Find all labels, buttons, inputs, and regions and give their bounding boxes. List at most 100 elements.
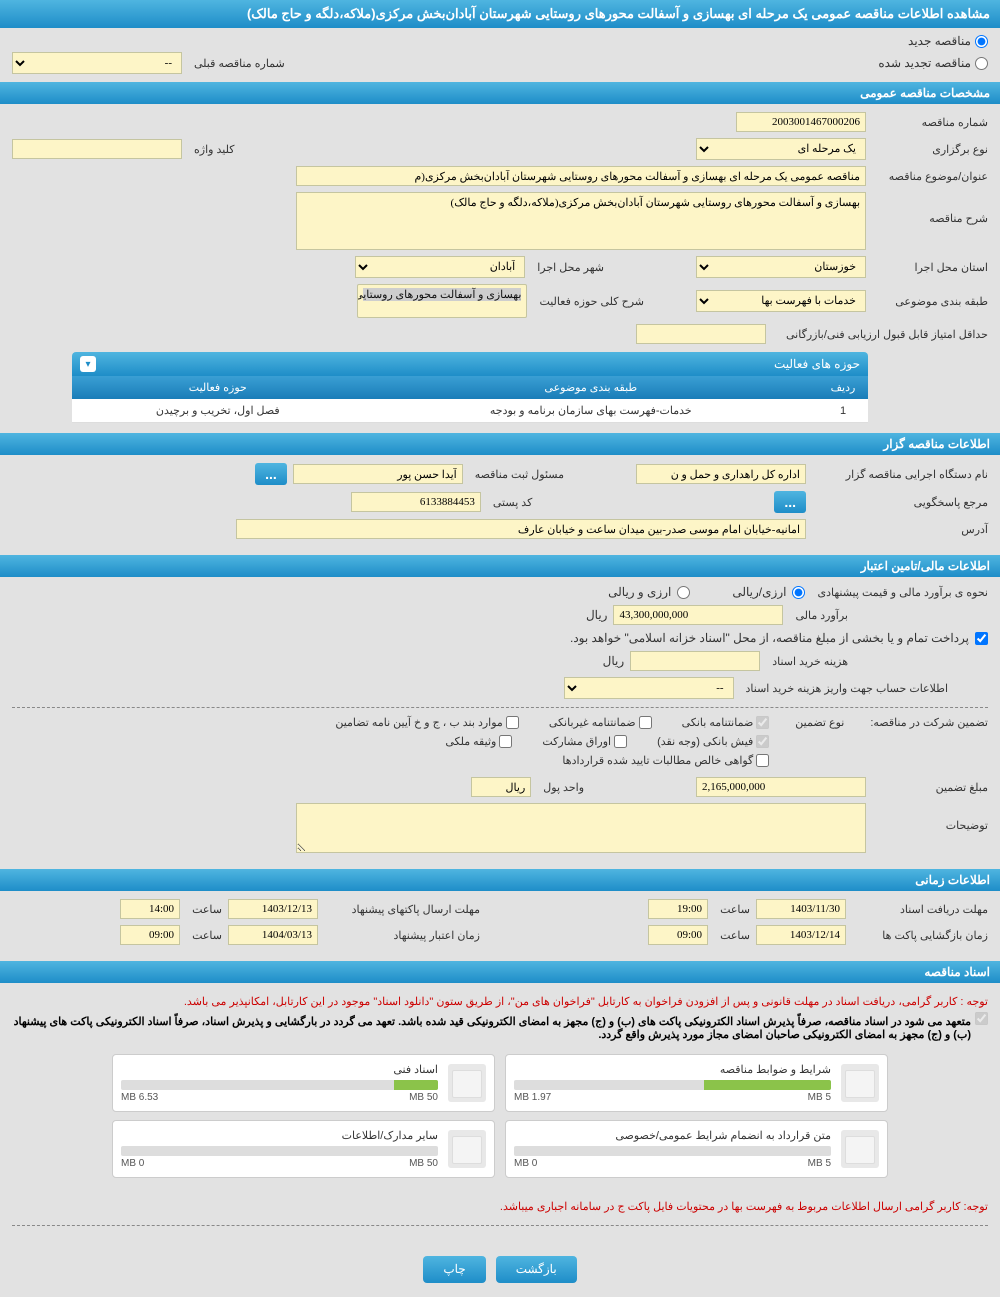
folder-icon (448, 1064, 486, 1102)
reference-label: مرجع پاسخگویی (818, 496, 988, 509)
doc-card[interactable]: سایر مدارک/اطلاعات 50 MB0 MB (112, 1120, 495, 1178)
prev-number-select[interactable]: -- (12, 52, 182, 74)
folder-icon (448, 1130, 486, 1168)
registrar-input[interactable] (293, 464, 463, 484)
validity-time[interactable] (120, 925, 180, 945)
subject-class-select[interactable]: خدمات با فهرست بها (696, 290, 866, 312)
activity-panel-header: حوزه های فعالیت ▾ (72, 352, 868, 376)
radio-new-tender-label: مناقصه جدید (908, 34, 971, 48)
address-label: آدرس (818, 523, 988, 536)
estimate-label: برآورد مالی (795, 609, 848, 622)
divider (12, 707, 988, 708)
address-input[interactable] (236, 519, 806, 539)
radio-renewed-tender[interactable] (975, 57, 988, 70)
cb-items-bjk[interactable] (506, 716, 519, 729)
commit-checkbox[interactable] (975, 1012, 988, 1025)
activity-scope-label: شرح کلی حوزه فعالیت (539, 295, 644, 308)
description-textarea[interactable] (296, 192, 866, 250)
subject-title-input[interactable] (296, 166, 866, 186)
packet-open-date[interactable] (756, 925, 846, 945)
doc-fee-label: هزینه خرید اسناد (772, 655, 848, 668)
doc-card[interactable]: شرایط و ضوابط مناقصه 5 MB1.97 MB (505, 1054, 888, 1112)
cb-nonbank-guarantee[interactable] (639, 716, 652, 729)
subject-title-label: عنوان/موضوع مناقصه (878, 170, 988, 183)
doc-receive-date[interactable] (756, 899, 846, 919)
radio-renewed-tender-label: مناقصه تجدید شده (878, 56, 971, 70)
deposit-account-label: اطلاعات حساب جهت واریز هزینه خرید اسناد (746, 682, 948, 695)
table-row: 1 خدمات-فهرست بهای سازمان برنامه و بودجه… (72, 399, 868, 423)
registrar-label: مسئول ثبت مناقصه (475, 468, 564, 481)
type-select[interactable]: یک مرحله ای (696, 138, 866, 160)
notice-3: توجه: کاربر گرامی ارسال اطلاعات مربوط به… (12, 1196, 988, 1217)
section-documents: اسناد مناقصه (0, 961, 1000, 983)
section-general-spec: مشخصات مناقصه عمومی (0, 82, 1000, 104)
treasury-note: پرداخت تمام و یا بخشی از مبلغ مناقصه، از… (570, 631, 969, 645)
radio-rial[interactable] (792, 586, 805, 599)
keyword-input[interactable] (12, 139, 182, 159)
doc-card[interactable]: متن قرارداد به انضمام شرایط عمومی/خصوصی … (505, 1120, 888, 1178)
estimate-type-label: نحوه ی برآورد مالی و قیمت پیشنهادی (817, 586, 988, 599)
registrar-lookup-button[interactable]: ... (255, 463, 287, 485)
tender-no-input[interactable] (736, 112, 866, 132)
col-class: طبقه بندی موضوعی (364, 376, 818, 399)
doc-fee-unit: ریال (603, 654, 625, 668)
zip-input[interactable] (351, 492, 481, 512)
notice-1: توجه : کاربر گرامی، دریافت اسناد در مهلت… (12, 991, 988, 1012)
prev-number-label: شماره مناقصه قبلی (194, 57, 285, 70)
type-label: نوع برگزاری (878, 143, 988, 156)
cb-property[interactable] (499, 735, 512, 748)
validity-label: زمان اعتبار پیشنهاد (330, 929, 480, 942)
subject-class-label: طبقه بندی موضوعی (878, 295, 988, 308)
city-select[interactable]: آبادان (355, 256, 525, 278)
currency-unit-input[interactable] (471, 777, 531, 797)
activity-scope-select[interactable]: بهسازی و آسفالت محورهای روستایی (357, 284, 527, 318)
min-score-input[interactable] (636, 324, 766, 344)
time-label-1: ساعت (720, 903, 750, 916)
province-label: استان محل اجرا (878, 261, 988, 274)
guarantee-amount-input[interactable] (696, 777, 866, 797)
print-button[interactable]: چاپ (423, 1256, 485, 1283)
radio-both[interactable] (677, 586, 690, 599)
page-title: مشاهده اطلاعات مناقصه عمومی یک مرحله ای … (0, 0, 1000, 28)
currency-unit-label: واحد پول (543, 781, 584, 794)
treasury-checkbox[interactable] (975, 632, 988, 645)
tender-no-label: شماره مناقصه (878, 116, 988, 129)
doc-receive-time[interactable] (648, 899, 708, 919)
radio-new-tender[interactable] (975, 35, 988, 48)
deposit-account-select[interactable]: -- (564, 677, 734, 699)
zip-label: کد پستی (493, 496, 532, 509)
estimate-unit: ریال (586, 608, 608, 622)
radio-rial-label: ارزی/ریالی (732, 585, 786, 599)
doc-card[interactable]: اسناد فنی 50 MB6.53 MB (112, 1054, 495, 1112)
cb-bank-guarantee[interactable] (756, 716, 769, 729)
notes-textarea[interactable] (296, 803, 866, 853)
collapse-icon[interactable]: ▾ (80, 356, 96, 372)
packet-send-time[interactable] (120, 899, 180, 919)
cb-bonds[interactable] (614, 735, 627, 748)
activity-table: ردیف طبقه بندی موضوعی حوزه فعالیت 1 خدما… (72, 376, 868, 423)
validity-date[interactable] (228, 925, 318, 945)
packet-open-time[interactable] (648, 925, 708, 945)
col-scope: حوزه فعالیت (72, 376, 364, 399)
reference-lookup-button[interactable]: ... (774, 491, 806, 513)
doc-receive-label: مهلت دریافت اسناد (858, 903, 988, 916)
cb-net-claims[interactable] (756, 754, 769, 767)
guarantee-type-label: نوع تضمین (795, 716, 844, 729)
back-button[interactable]: بازگشت (496, 1256, 577, 1283)
description-label: شرح مناقصه (878, 192, 988, 225)
province-select[interactable]: خوزستان (696, 256, 866, 278)
org-label: نام دستگاه اجرایی مناقصه گزار (818, 468, 988, 481)
packet-send-date[interactable] (228, 899, 318, 919)
city-label: شهر محل اجرا (537, 261, 604, 274)
keyword-label: کلید واژه (194, 143, 234, 156)
folder-icon (841, 1064, 879, 1102)
min-score-label: حداقل امتیاز قابل قبول ارزیابی فنی/بازرگ… (778, 328, 988, 341)
estimate-input[interactable] (613, 605, 783, 625)
guarantee-label: تضمین شرکت در مناقصه: (870, 716, 988, 729)
section-owner: اطلاعات مناقصه گزار (0, 433, 1000, 455)
folder-icon (841, 1130, 879, 1168)
doc-fee-input[interactable] (630, 651, 760, 671)
org-input[interactable] (636, 464, 806, 484)
cb-bank-receipt[interactable] (756, 735, 769, 748)
section-timing: اطلاعات زمانی (0, 869, 1000, 891)
